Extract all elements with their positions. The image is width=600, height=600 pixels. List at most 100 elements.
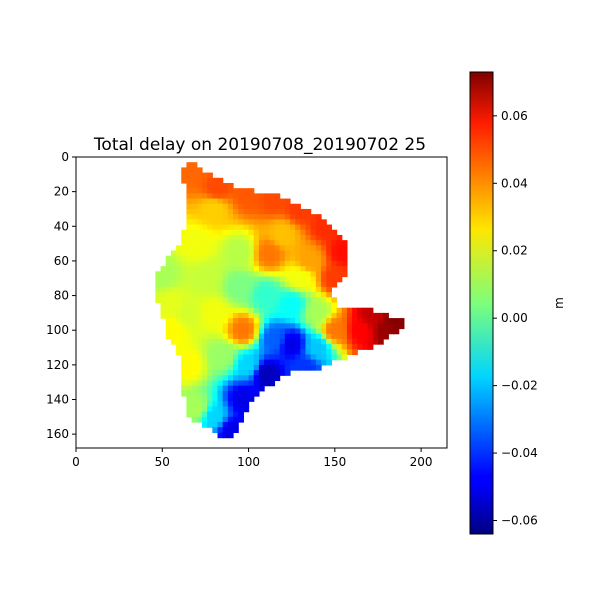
heatmap-cell bbox=[191, 276, 198, 283]
heatmap-cell bbox=[248, 266, 255, 272]
heatmap-cell bbox=[295, 364, 301, 371]
heatmap-cell bbox=[243, 323, 250, 330]
heatmap-cell bbox=[181, 312, 188, 319]
heatmap-cell bbox=[326, 307, 332, 314]
heatmap-cell bbox=[186, 250, 193, 257]
heatmap-cell bbox=[243, 234, 250, 241]
heatmap-cell bbox=[191, 198, 198, 205]
heatmap-cell bbox=[284, 198, 291, 205]
heatmap-cell bbox=[201, 188, 208, 194]
heatmap-cell bbox=[284, 266, 291, 272]
y-tick-label: 100 bbox=[46, 323, 69, 337]
heatmap-cell bbox=[284, 224, 291, 231]
heatmap-cell bbox=[191, 411, 198, 418]
heatmap-cell bbox=[212, 385, 219, 392]
heatmap-cell bbox=[155, 276, 162, 283]
heatmap-cell bbox=[295, 219, 301, 226]
heatmap-cell bbox=[196, 312, 203, 319]
heatmap-cell bbox=[222, 292, 229, 298]
heatmap-cell bbox=[165, 286, 172, 293]
chart-title: Total delay on 20190708_20190702 25 bbox=[93, 135, 426, 155]
heatmap-cell bbox=[238, 396, 244, 402]
heatmap-cell bbox=[196, 167, 203, 174]
heatmap-cell bbox=[191, 396, 198, 402]
heatmap-cell bbox=[310, 333, 317, 340]
heatmap-cell bbox=[196, 260, 203, 267]
heatmap-cell bbox=[222, 333, 229, 340]
heatmap-cell bbox=[326, 255, 332, 262]
heatmap-cell bbox=[217, 401, 224, 408]
heatmap-cell bbox=[310, 266, 317, 272]
heatmap-cell bbox=[321, 318, 327, 324]
heatmap-cell bbox=[238, 255, 244, 262]
heatmap-cell bbox=[284, 286, 291, 293]
heatmap-cell bbox=[326, 328, 332, 335]
heatmap-cell bbox=[207, 208, 213, 215]
heatmap-cell bbox=[372, 312, 379, 319]
heatmap-cell bbox=[310, 250, 317, 257]
heatmap-cell bbox=[269, 260, 276, 267]
heatmap-cell bbox=[217, 234, 224, 241]
heatmap-cell bbox=[279, 349, 286, 356]
heatmap-cell bbox=[201, 214, 208, 220]
heatmap-cell bbox=[295, 260, 301, 267]
heatmap-cell bbox=[321, 234, 327, 241]
heatmap-cell bbox=[258, 203, 265, 210]
heatmap-cell bbox=[165, 276, 172, 283]
heatmap-cell bbox=[217, 312, 224, 319]
heatmap-cell bbox=[217, 375, 224, 382]
heatmap-cell bbox=[191, 266, 198, 272]
heatmap-cell bbox=[227, 281, 234, 288]
heatmap-cell bbox=[191, 281, 198, 288]
heatmap-cell bbox=[222, 276, 229, 283]
heatmap-cell bbox=[181, 333, 188, 340]
heatmap-cell bbox=[191, 385, 198, 392]
heatmap-cell bbox=[201, 333, 208, 340]
heatmap-cell bbox=[258, 240, 265, 246]
heatmap-cell bbox=[264, 307, 270, 314]
heatmap-cell bbox=[238, 214, 244, 220]
heatmap-cell bbox=[227, 323, 234, 330]
heatmap-cell bbox=[305, 260, 312, 267]
heatmap-cell bbox=[248, 198, 255, 205]
heatmap-cell bbox=[170, 281, 177, 288]
heatmap-cell bbox=[233, 250, 239, 257]
heatmap-cell bbox=[222, 338, 229, 345]
heatmap-cell bbox=[274, 354, 281, 361]
heatmap-cell bbox=[207, 240, 213, 246]
heatmap-cell bbox=[191, 359, 198, 366]
colorbar-tick-label: 0.06 bbox=[501, 109, 528, 123]
heatmap-cell bbox=[269, 250, 276, 257]
heatmap-cell bbox=[227, 416, 234, 423]
heatmap-cell bbox=[300, 292, 307, 298]
heatmap-cell bbox=[336, 260, 343, 267]
heatmap-cell bbox=[331, 250, 338, 257]
heatmap-cell bbox=[212, 427, 219, 434]
heatmap-cell bbox=[284, 370, 291, 376]
heatmap-cell bbox=[279, 307, 286, 314]
heatmap-cell bbox=[279, 260, 286, 267]
heatmap-cell bbox=[300, 245, 307, 252]
heatmap-cell bbox=[331, 318, 338, 324]
heatmap-cell bbox=[300, 307, 307, 314]
heatmap-cell bbox=[279, 276, 286, 283]
heatmap-cell bbox=[196, 318, 203, 324]
heatmap-cell bbox=[305, 354, 312, 361]
heatmap-cell bbox=[207, 349, 213, 356]
heatmap-cell bbox=[321, 292, 327, 298]
heatmap-cell bbox=[248, 385, 255, 392]
heatmap-cell bbox=[248, 255, 255, 262]
heatmap-cell bbox=[310, 364, 317, 371]
heatmap-cell bbox=[367, 338, 374, 345]
heatmap-cell bbox=[248, 271, 255, 278]
heatmap-cell bbox=[253, 302, 260, 309]
heatmap-cell bbox=[315, 292, 322, 298]
heatmap-cell bbox=[362, 323, 369, 330]
heatmap-cell bbox=[279, 255, 286, 262]
heatmap-cell bbox=[243, 208, 250, 215]
heatmap-cell bbox=[274, 219, 281, 226]
heatmap-cell bbox=[336, 266, 343, 272]
heatmap-cell bbox=[284, 203, 291, 210]
heatmap-cell bbox=[222, 396, 229, 402]
heatmap-cell bbox=[207, 219, 213, 226]
